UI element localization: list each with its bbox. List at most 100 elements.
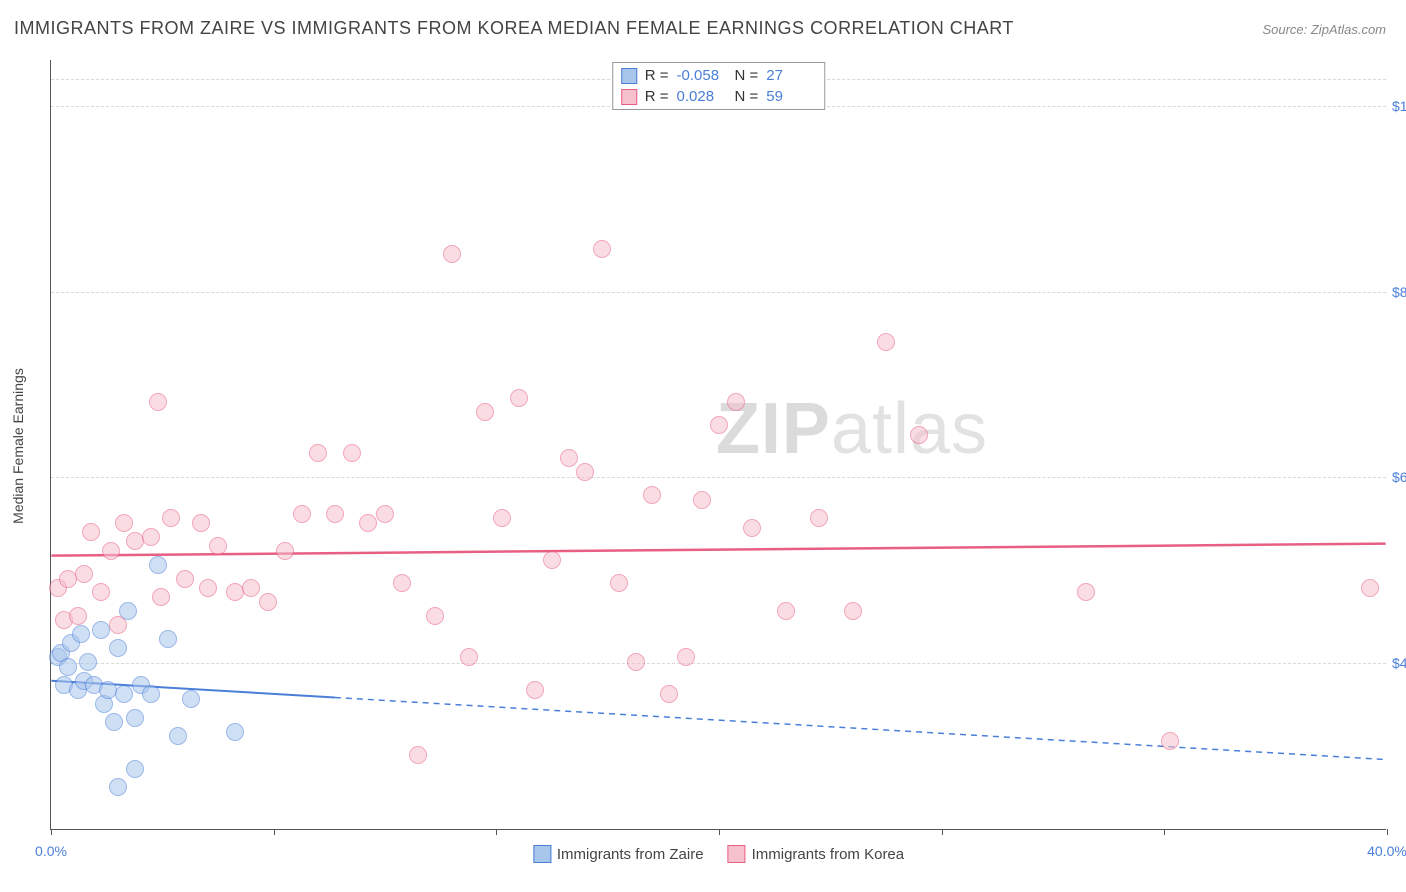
data-point bbox=[777, 602, 795, 620]
data-point bbox=[199, 579, 217, 597]
x-tick bbox=[496, 829, 497, 835]
gridline bbox=[51, 292, 1386, 293]
stats-n-value: 27 bbox=[766, 67, 816, 84]
data-point bbox=[126, 760, 144, 778]
stats-swatch bbox=[621, 89, 637, 105]
data-point bbox=[359, 514, 377, 532]
x-tick bbox=[1387, 829, 1388, 835]
stats-n-label: N = bbox=[735, 88, 759, 105]
stats-n-label: N = bbox=[735, 67, 759, 84]
x-tick bbox=[942, 829, 943, 835]
y-tick-label: $40,000 bbox=[1392, 655, 1406, 671]
data-point bbox=[109, 639, 127, 657]
data-point bbox=[142, 528, 160, 546]
data-point bbox=[343, 444, 361, 462]
data-point bbox=[162, 509, 180, 527]
data-point bbox=[109, 778, 127, 796]
data-point bbox=[443, 245, 461, 263]
data-point bbox=[79, 653, 97, 671]
data-point bbox=[152, 588, 170, 606]
data-point bbox=[276, 542, 294, 560]
data-point bbox=[510, 389, 528, 407]
data-point bbox=[92, 621, 110, 639]
data-point bbox=[192, 514, 210, 532]
legend-swatch bbox=[533, 845, 551, 863]
data-point bbox=[727, 393, 745, 411]
stats-r-value: 0.028 bbox=[677, 88, 727, 105]
legend-item: Immigrants from Zaire bbox=[533, 845, 704, 863]
data-point bbox=[1361, 579, 1379, 597]
data-point bbox=[259, 593, 277, 611]
data-point bbox=[115, 514, 133, 532]
gridline bbox=[51, 663, 1386, 664]
data-point bbox=[743, 519, 761, 537]
data-point bbox=[910, 426, 928, 444]
plot-area: ZIPatlas R =-0.058N =27R =0.028N =59 Imm… bbox=[50, 60, 1386, 830]
stats-r-value: -0.058 bbox=[677, 67, 727, 84]
data-point bbox=[810, 509, 828, 527]
chart-title: IMMIGRANTS FROM ZAIRE VS IMMIGRANTS FROM… bbox=[14, 18, 1014, 39]
data-point bbox=[72, 625, 90, 643]
data-point bbox=[293, 505, 311, 523]
source-label: Source: ZipAtlas.com bbox=[1262, 22, 1386, 37]
data-point bbox=[75, 565, 93, 583]
data-point bbox=[710, 416, 728, 434]
data-point bbox=[105, 713, 123, 731]
legend-label: Immigrants from Zaire bbox=[557, 846, 704, 863]
data-point bbox=[59, 570, 77, 588]
data-point bbox=[526, 681, 544, 699]
data-point bbox=[182, 690, 200, 708]
x-tick bbox=[51, 829, 52, 835]
data-point bbox=[69, 607, 87, 625]
data-point bbox=[460, 648, 478, 666]
data-point bbox=[109, 616, 127, 634]
chart-container: IMMIGRANTS FROM ZAIRE VS IMMIGRANTS FROM… bbox=[0, 0, 1406, 892]
data-point bbox=[226, 583, 244, 601]
data-point bbox=[493, 509, 511, 527]
trend-lines-layer bbox=[51, 60, 1386, 829]
data-point bbox=[115, 685, 133, 703]
data-point bbox=[593, 240, 611, 258]
data-point bbox=[59, 658, 77, 676]
y-axis-label: Median Female Earnings bbox=[10, 368, 26, 524]
data-point bbox=[376, 505, 394, 523]
data-point bbox=[426, 607, 444, 625]
data-point bbox=[393, 574, 411, 592]
stats-row: R =-0.058N =27 bbox=[621, 65, 817, 86]
bottom-legend: Immigrants from Zaire Immigrants from Kor… bbox=[533, 845, 904, 863]
data-point bbox=[1161, 732, 1179, 750]
watermark: ZIPatlas bbox=[716, 388, 988, 470]
data-point bbox=[92, 583, 110, 601]
data-point bbox=[877, 333, 895, 351]
legend-item: Immigrants from Korea bbox=[728, 845, 905, 863]
data-point bbox=[643, 486, 661, 504]
data-point bbox=[126, 709, 144, 727]
data-point bbox=[677, 648, 695, 666]
data-point bbox=[176, 570, 194, 588]
data-point bbox=[476, 403, 494, 421]
trend-line-solid bbox=[51, 544, 1385, 556]
data-point bbox=[627, 653, 645, 671]
x-tick bbox=[1164, 829, 1165, 835]
x-tick-label: 0.0% bbox=[35, 843, 67, 859]
data-point bbox=[99, 681, 117, 699]
data-point bbox=[82, 523, 100, 541]
data-point bbox=[1077, 583, 1095, 601]
data-point bbox=[242, 579, 260, 597]
data-point bbox=[610, 574, 628, 592]
stats-legend-box: R =-0.058N =27R =0.028N =59 bbox=[612, 62, 826, 110]
trend-line-dashed bbox=[335, 697, 1386, 759]
x-tick-label: 40.0% bbox=[1367, 843, 1406, 859]
stats-row: R =0.028N =59 bbox=[621, 86, 817, 107]
gridline bbox=[51, 477, 1386, 478]
stats-r-label: R = bbox=[645, 88, 669, 105]
x-tick bbox=[274, 829, 275, 835]
data-point bbox=[576, 463, 594, 481]
y-tick-label: $80,000 bbox=[1392, 284, 1406, 300]
x-tick bbox=[719, 829, 720, 835]
data-point bbox=[309, 444, 327, 462]
data-point bbox=[169, 727, 187, 745]
data-point bbox=[209, 537, 227, 555]
data-point bbox=[543, 551, 561, 569]
data-point bbox=[660, 685, 678, 703]
